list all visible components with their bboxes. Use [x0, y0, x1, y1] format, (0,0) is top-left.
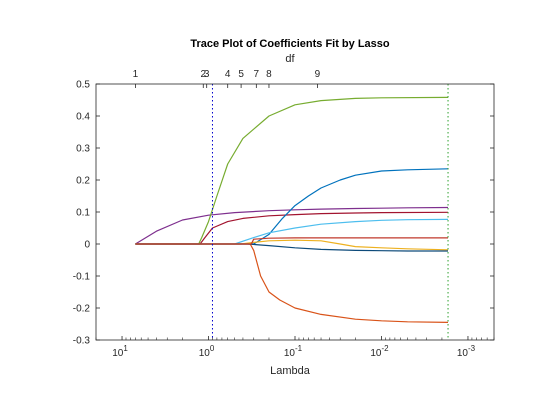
x-tick-label: 10-2	[370, 344, 389, 359]
df-tick-label: 5	[238, 69, 244, 80]
df-axis-label: df	[285, 53, 295, 65]
x-tick-label: 10-3	[457, 344, 476, 359]
y-tick-label: 0.5	[76, 80, 90, 91]
plot-area: -0.3 -0.2 -0.1 0 0.1 0.2 0.3 0.4 0.5 101 100 10-1 10…	[73, 69, 495, 359]
x-tick-label: 10-1	[284, 344, 303, 359]
y-tick-label: -0.1	[73, 272, 91, 283]
y-tick-label: 0	[84, 240, 90, 251]
x-tick-label: 100	[199, 344, 215, 359]
x-axis-label: Lambda	[270, 365, 311, 377]
y-tick-label: 0.4	[76, 112, 90, 123]
y-tick-label: -0.2	[73, 304, 91, 315]
y-tick-label: -0.3	[73, 336, 91, 347]
series-line-3	[135, 211, 449, 245]
x-tick-label: 101	[112, 344, 128, 359]
df-tick-label: 3	[204, 69, 210, 80]
df-tick-label: 1	[133, 69, 139, 80]
y-tick-label: 0.1	[76, 208, 90, 219]
df-tick-label: 8	[266, 69, 272, 80]
series-line-2	[135, 96, 449, 245]
series-line-1	[135, 206, 449, 245]
y-tick-label: 0.2	[76, 176, 90, 187]
series-line-7	[135, 239, 449, 251]
df-tick-label: 7	[254, 69, 260, 80]
df-tick-label: 2	[200, 69, 206, 80]
df-tick-label: 4	[225, 69, 231, 80]
df-tick-label: 9	[315, 69, 321, 80]
series-line-4	[135, 168, 449, 245]
y-tick-label: 0.3	[76, 144, 90, 155]
chart-title: Trace Plot of Coefficients Fit by Lasso	[190, 38, 390, 50]
series-line-9	[135, 237, 448, 245]
series-line-8	[135, 243, 448, 252]
series-line-5	[135, 218, 449, 245]
series-line-6	[135, 243, 449, 323]
